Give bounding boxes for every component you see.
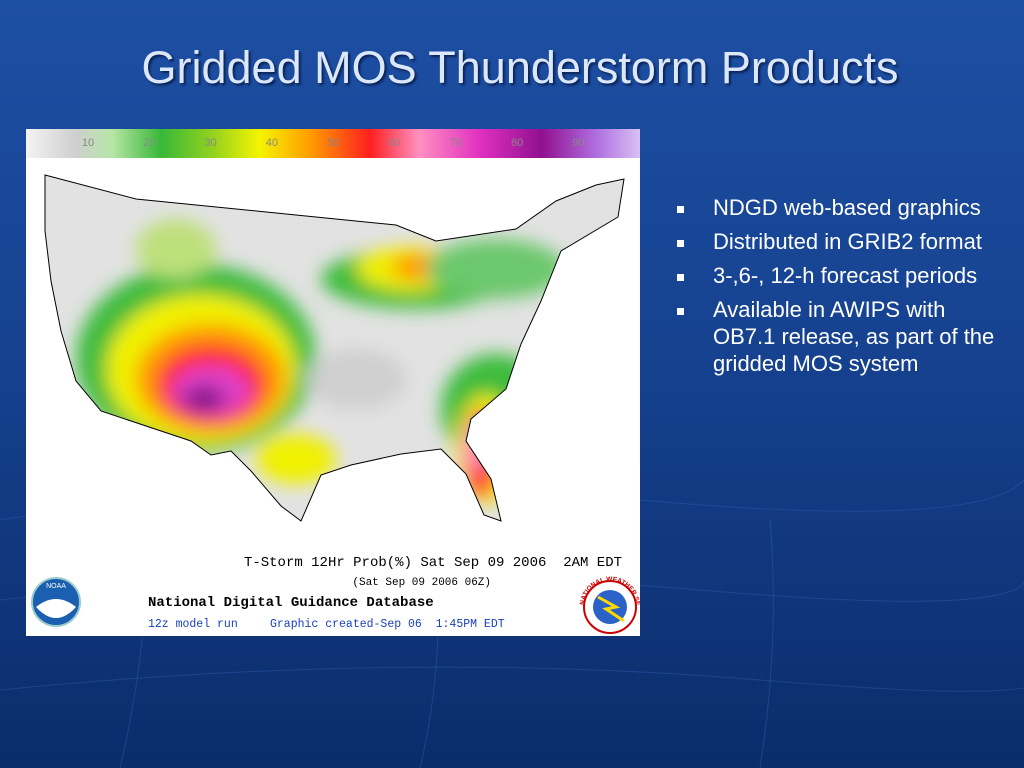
created-time: Graphic created-Sep 06 1:45PM EDT [270, 618, 505, 631]
scale-label: 60 [388, 137, 400, 149]
bullet-item: Distributed in GRIB2 format [677, 228, 1013, 255]
color-scale [26, 129, 640, 158]
scale-label: 50 [327, 137, 339, 149]
scale-label: 70 [450, 137, 462, 149]
database-name: National Digital Guidance Database [148, 595, 434, 611]
bullet-item: 3-,6-, 12-h forecast periods [677, 262, 1013, 289]
forecast-map: 10 20 30 40 50 60 70 80 90 T-Storm 12Hr Prob(%) … [26, 129, 640, 636]
logo-text: NOAA [46, 583, 66, 590]
scale-label: 10 [82, 137, 94, 149]
bullet-item: Available in AWIPS with OB7.1 release, a… [677, 296, 1013, 377]
noaa-logo: NOAA [31, 577, 81, 627]
caption-line: T-Storm 12Hr Prob(%) Sat Sep 09 2006 2AM… [244, 555, 622, 571]
caption-line: (Sat Sep 09 2006 06Z) [352, 577, 491, 589]
scale-label: 80 [511, 137, 523, 149]
model-run: 12z model run [148, 618, 238, 631]
scale-label: 90 [572, 137, 584, 149]
bullet-list: NDGD web-based graphics Distributed in GR… [677, 194, 1013, 384]
slide-title: Gridded MOS Thunderstorm Products [141, 42, 899, 93]
scale-label: 40 [266, 137, 278, 149]
bullet-item: NDGD web-based graphics [677, 194, 1013, 221]
scale-label: 30 [204, 137, 216, 149]
scale-label: 20 [143, 137, 155, 149]
